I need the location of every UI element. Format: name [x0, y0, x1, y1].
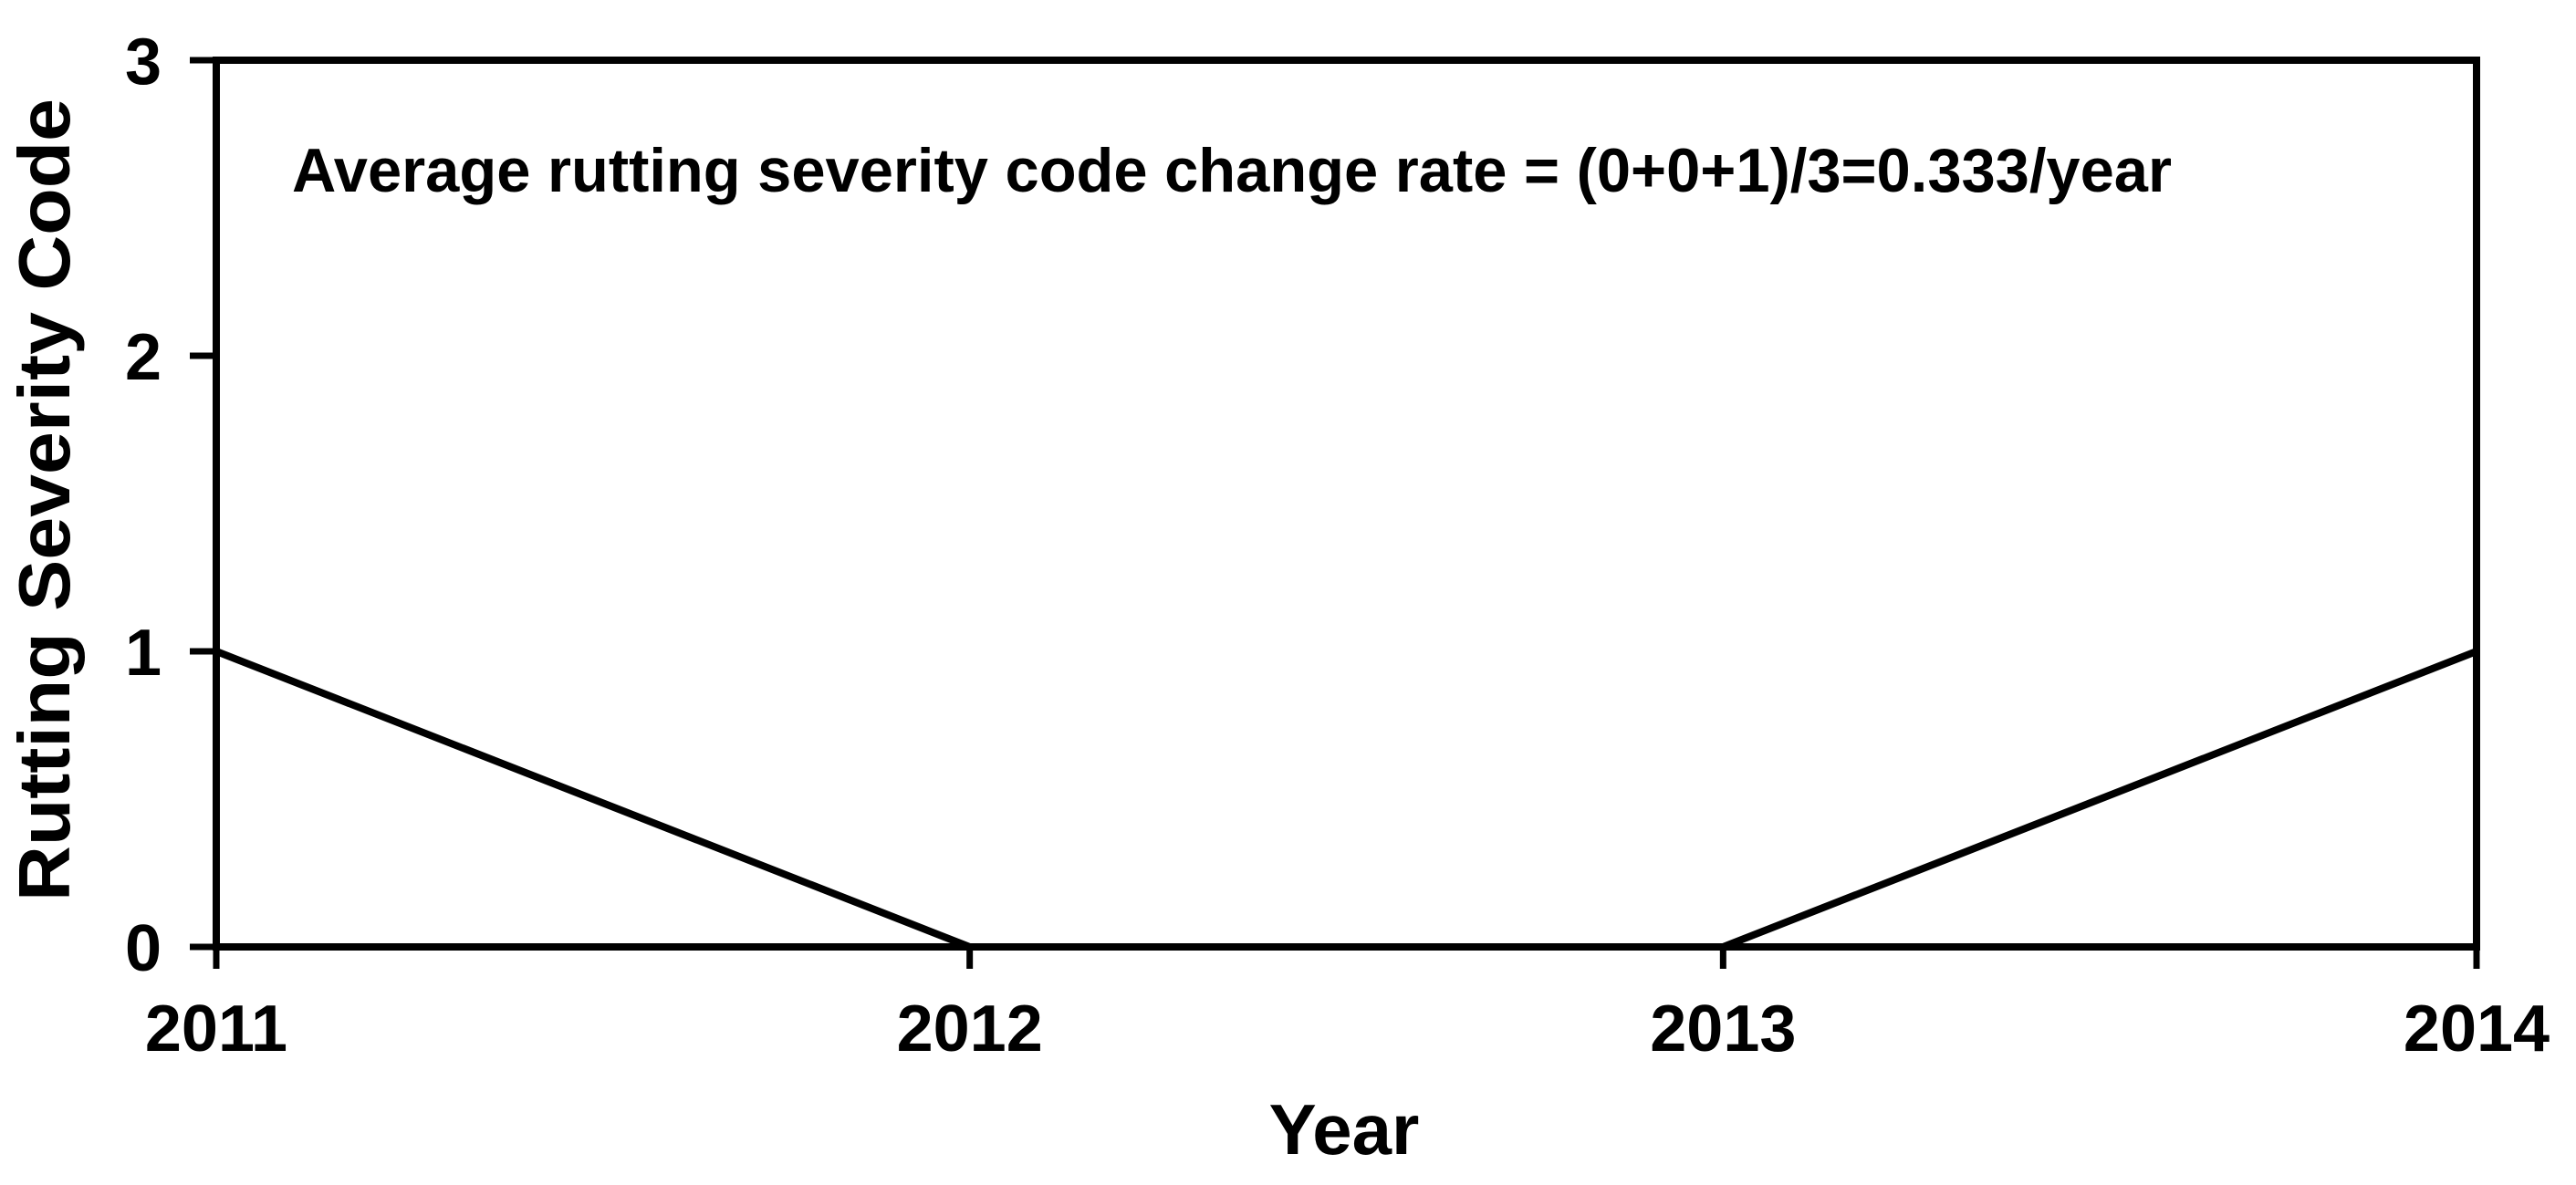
data-line-series — [214, 648, 2478, 951]
x-tick-label: 2014 — [2404, 993, 2550, 1065]
y-tick-label: 0 — [125, 912, 162, 985]
y-tick-label: 1 — [125, 617, 162, 690]
x-tick-label: 2013 — [1650, 993, 1796, 1065]
x-axis-ticks: 2011 2012 2013 2014 — [145, 947, 2550, 1065]
y-axis-title: Rutting Severity Code — [4, 99, 85, 901]
chart-annotation: Average rutting severity code change rat… — [292, 136, 2172, 205]
x-tick-label: 2012 — [897, 993, 1043, 1065]
y-tick-label: 3 — [125, 26, 162, 99]
x-tick-label: 2011 — [145, 993, 287, 1065]
x-axis-title: Year — [1269, 1089, 1420, 1169]
y-axis-ticks: 0 1 2 3 — [125, 26, 216, 985]
y-tick-label: 2 — [125, 321, 162, 394]
